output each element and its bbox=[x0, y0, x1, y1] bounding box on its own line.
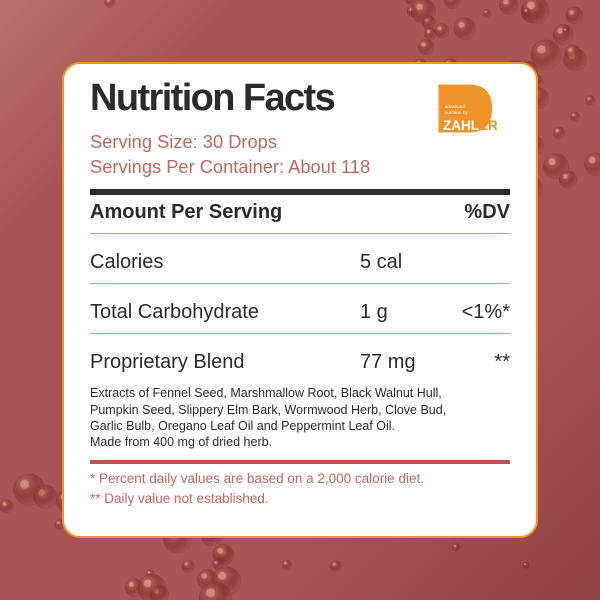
svg-text:ZAHLER: ZAHLER bbox=[443, 118, 498, 133]
svg-text:nutrition by: nutrition by bbox=[445, 110, 469, 116]
svg-text:advanced: advanced bbox=[445, 104, 466, 110]
